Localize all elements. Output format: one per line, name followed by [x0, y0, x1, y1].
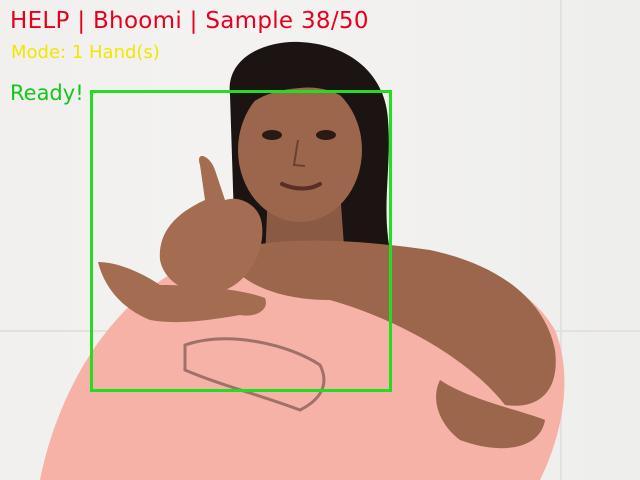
hand-roi-box [90, 90, 392, 392]
ready-status-label: Ready! [10, 81, 84, 105]
hand-mode-label: Mode: 1 Hand(s) [11, 42, 160, 63]
sample-status-title: HELP | Bhoomi | Sample 38/50 [10, 8, 369, 34]
wall-tile-line [560, 0, 562, 480]
